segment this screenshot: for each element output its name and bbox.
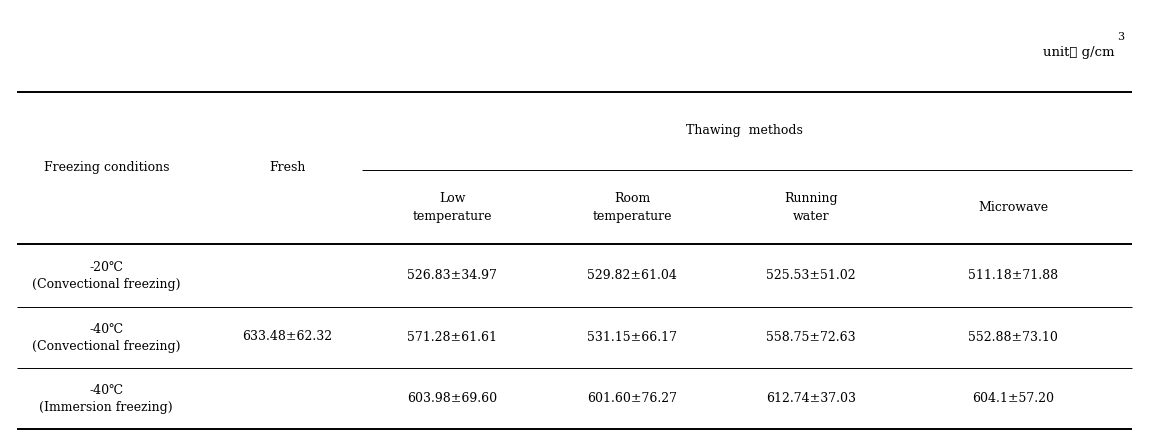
Text: 633.48±62.32: 633.48±62.32 <box>242 330 332 343</box>
Text: 604.1±57.20: 604.1±57.20 <box>972 392 1055 405</box>
Text: 511.18±71.88: 511.18±71.88 <box>969 269 1058 282</box>
Text: 529.82±61.04: 529.82±61.04 <box>587 269 677 282</box>
Text: 552.88±73.10: 552.88±73.10 <box>969 331 1058 344</box>
Text: 558.75±72.63: 558.75±72.63 <box>766 331 856 344</box>
Text: Freezing conditions: Freezing conditions <box>44 161 169 174</box>
Text: Room
temperature: Room temperature <box>592 191 672 223</box>
Text: Thawing  methods: Thawing methods <box>686 124 802 137</box>
Text: 612.74±37.03: 612.74±37.03 <box>766 392 856 405</box>
Text: unit： g/cm: unit： g/cm <box>1043 46 1115 59</box>
Text: Low
temperature: Low temperature <box>412 191 492 223</box>
Text: 531.15±66.17: 531.15±66.17 <box>587 331 677 344</box>
Text: -20℃
(Convectional freezing): -20℃ (Convectional freezing) <box>32 261 180 291</box>
Text: Fresh: Fresh <box>269 161 306 174</box>
Text: -40℃
(Immersion freezing): -40℃ (Immersion freezing) <box>39 384 173 414</box>
Text: 603.98±69.60: 603.98±69.60 <box>407 392 498 405</box>
Text: 571.28±61.61: 571.28±61.61 <box>407 331 498 344</box>
Text: 3: 3 <box>1117 32 1124 42</box>
Text: 601.60±76.27: 601.60±76.27 <box>587 392 677 405</box>
Text: Running
water: Running water <box>785 191 838 223</box>
Text: -40℃
(Convectional freezing): -40℃ (Convectional freezing) <box>32 323 180 353</box>
Text: 526.83±34.97: 526.83±34.97 <box>407 269 498 282</box>
Text: 525.53±51.02: 525.53±51.02 <box>766 269 856 282</box>
Text: Microwave: Microwave <box>978 201 1049 214</box>
